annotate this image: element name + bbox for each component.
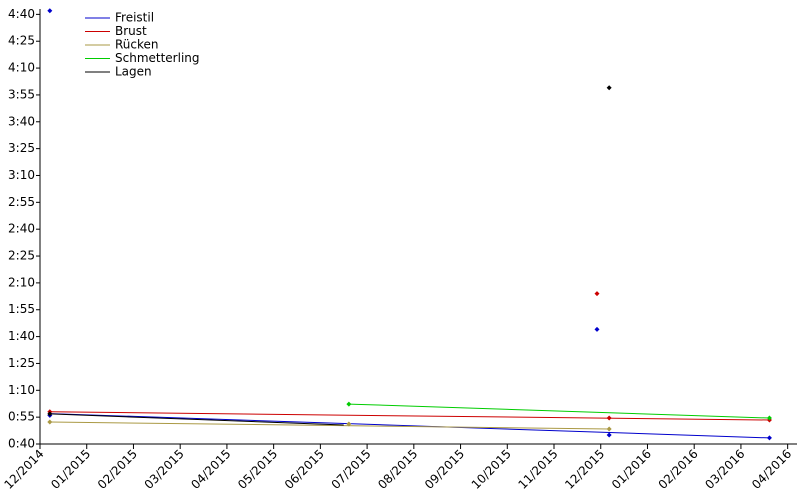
- trend-line: [49, 413, 770, 439]
- data-point: [766, 435, 772, 441]
- y-tick-label: 4:40: [8, 7, 35, 21]
- data-point: [346, 421, 352, 427]
- y-tick-label: 3:40: [8, 114, 35, 128]
- x-tick-label: 02/2015: [95, 447, 140, 492]
- y-tick-label: 1:40: [8, 329, 35, 343]
- data-point: [47, 8, 53, 14]
- y-tick-label: 2:25: [8, 249, 35, 263]
- x-tick-label: 04/2016: [749, 447, 794, 492]
- legend-label: Freistil: [115, 11, 154, 25]
- y-tick-label: 3:10: [8, 168, 35, 182]
- x-tick-label: 01/2015: [48, 447, 93, 492]
- x-tick-label: 03/2015: [142, 447, 187, 492]
- x-tick-label: 01/2016: [609, 447, 654, 492]
- data-point: [766, 415, 772, 421]
- x-tick-label: 04/2015: [188, 447, 233, 492]
- x-tick-label: 12/2015: [562, 447, 607, 492]
- data-point: [594, 291, 600, 297]
- y-tick-label: 0:55: [8, 410, 35, 424]
- trend-line: [49, 411, 770, 421]
- y-tick-label: 2:40: [8, 222, 35, 236]
- y-tick-label: 4:10: [8, 61, 35, 75]
- trend-line: [49, 413, 344, 426]
- data-point: [47, 411, 53, 417]
- x-tick-label: 11/2015: [515, 447, 560, 492]
- legend-label: Lagen: [115, 65, 152, 79]
- y-tick-label: 1:25: [8, 356, 35, 370]
- legend-label: Brust: [115, 24, 147, 38]
- x-tick-label: 08/2015: [375, 447, 420, 492]
- legend-label: Schmetterling: [115, 51, 200, 65]
- y-tick-label: 0:40: [8, 437, 35, 451]
- x-tick-label: 02/2016: [656, 447, 701, 492]
- x-tick-label: 05/2015: [235, 447, 280, 492]
- y-tick-label: 2:55: [8, 195, 35, 209]
- data-point: [594, 326, 600, 332]
- y-tick-label: 1:10: [8, 383, 35, 397]
- x-tick-label: 12/2014: [1, 447, 46, 492]
- trend-line: [348, 403, 770, 419]
- data-point: [606, 415, 612, 421]
- x-tick-label: 06/2015: [282, 447, 327, 492]
- data-point: [346, 401, 352, 407]
- legend-label: Rücken: [115, 38, 159, 52]
- x-tick-label: 07/2015: [329, 447, 374, 492]
- x-tick-label: 10/2015: [469, 447, 514, 492]
- data-point: [606, 85, 612, 91]
- data-point: [606, 426, 612, 432]
- data-point: [606, 432, 612, 438]
- y-tick-label: 3:25: [8, 141, 35, 155]
- trend-line: [49, 421, 610, 430]
- x-tick-label: 09/2015: [422, 447, 467, 492]
- y-tick-label: 4:25: [8, 34, 35, 48]
- y-tick-label: 2:10: [8, 275, 35, 289]
- data-point: [47, 419, 53, 425]
- y-tick-label: 1:55: [8, 302, 35, 316]
- y-tick-label: 3:55: [8, 87, 35, 101]
- x-tick-label: 03/2016: [702, 447, 747, 492]
